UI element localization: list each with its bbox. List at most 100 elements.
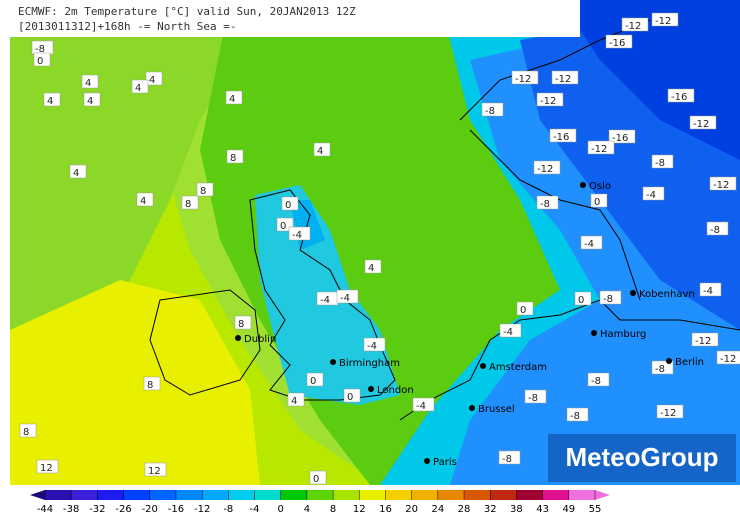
city-dot bbox=[666, 358, 672, 364]
tick-label: -38 bbox=[63, 504, 79, 515]
isotherm-label: -16 bbox=[553, 132, 569, 143]
isotherm-label: 0 bbox=[310, 376, 316, 387]
isotherm-label: 4 bbox=[47, 96, 53, 107]
isotherm-label: 8 bbox=[200, 186, 206, 197]
isotherm-label: 4 bbox=[317, 146, 323, 157]
isotherm-label: -4 bbox=[646, 190, 656, 201]
isotherm-label: -8 bbox=[540, 199, 550, 210]
isotherm-label: -4 bbox=[503, 327, 513, 338]
label-box bbox=[599, 290, 622, 305]
color-swatch bbox=[254, 490, 282, 500]
label-box bbox=[536, 195, 559, 210]
label-box bbox=[651, 12, 679, 27]
color-swatch bbox=[280, 490, 308, 500]
city-label: Oslo bbox=[589, 181, 611, 192]
color-swatch bbox=[228, 490, 256, 500]
tick-label: -20 bbox=[142, 504, 158, 515]
isotherm-label: -12 bbox=[625, 21, 641, 32]
isotherm-label: -12 bbox=[660, 408, 676, 419]
tick-label: -16 bbox=[168, 504, 184, 515]
isotherm-label: 8 bbox=[230, 153, 236, 164]
city-label: Brussel bbox=[478, 404, 515, 415]
tick-label: 4 bbox=[304, 504, 310, 515]
label-box bbox=[43, 92, 61, 107]
label-box bbox=[288, 226, 311, 241]
isotherm-label: -12 bbox=[515, 74, 531, 85]
isotherm-label: -16 bbox=[671, 92, 687, 103]
color-swatch bbox=[175, 490, 203, 500]
isotherm-label: -12 bbox=[720, 354, 736, 365]
label-box bbox=[234, 315, 252, 330]
isotherm-label: 4 bbox=[73, 168, 79, 179]
isotherm-label: 8 bbox=[238, 319, 244, 330]
label-box bbox=[313, 142, 331, 157]
city-dot bbox=[580, 182, 586, 188]
color-swatch bbox=[542, 490, 570, 500]
isotherm-label: -8 bbox=[570, 411, 580, 422]
isotherm-label: 12 bbox=[148, 466, 161, 477]
city-dot bbox=[480, 363, 486, 369]
city-dot bbox=[424, 458, 430, 464]
isotherm-label: 4 bbox=[135, 83, 141, 94]
map-background bbox=[10, 0, 740, 485]
color-swatch bbox=[437, 490, 465, 500]
color-swatch bbox=[45, 490, 72, 500]
color-arrow bbox=[595, 490, 610, 500]
label-box bbox=[689, 115, 717, 130]
tick-label: 32 bbox=[484, 504, 497, 515]
tick-label: 12 bbox=[353, 504, 366, 515]
label-box bbox=[144, 462, 167, 477]
isotherm-label: -4 bbox=[703, 286, 713, 297]
label-box bbox=[69, 164, 87, 179]
tick-label: 28 bbox=[458, 504, 471, 515]
header-line: [2013011312]+168h -= North Sea =- bbox=[18, 20, 237, 33]
isotherm-label: -4 bbox=[584, 239, 594, 250]
color-swatch bbox=[464, 490, 491, 500]
label-box bbox=[19, 423, 37, 438]
label-box bbox=[587, 372, 610, 387]
label-box bbox=[481, 102, 504, 117]
isotherm-label: 0 bbox=[313, 474, 319, 485]
isotherm-label: 8 bbox=[147, 380, 153, 391]
label-box bbox=[143, 376, 161, 391]
color-swatch bbox=[359, 490, 386, 500]
label-box bbox=[549, 128, 577, 143]
isotherm-label: 4 bbox=[85, 78, 91, 89]
label-box bbox=[590, 193, 608, 208]
city-label: London bbox=[377, 385, 414, 396]
isotherm-label: 12 bbox=[40, 463, 53, 474]
city-dot bbox=[469, 405, 475, 411]
color-swatch bbox=[149, 490, 177, 500]
label-box bbox=[605, 34, 633, 49]
tick-label: -12 bbox=[194, 504, 210, 515]
isotherm-label: -8 bbox=[528, 393, 538, 404]
tick-label: -32 bbox=[89, 504, 105, 515]
label-box bbox=[621, 17, 649, 32]
label-box bbox=[131, 79, 149, 94]
label-box bbox=[533, 160, 561, 175]
isotherm-label: 4 bbox=[291, 396, 297, 407]
label-box bbox=[642, 186, 665, 201]
color-swatch bbox=[97, 490, 125, 500]
tick-label: -26 bbox=[115, 504, 131, 515]
cities: Dublin Birmingham London Amsterdam Brussel Pa… bbox=[235, 181, 704, 468]
city-dot bbox=[630, 290, 636, 296]
tick-label: -8 bbox=[223, 504, 233, 515]
isotherm-label: 0 bbox=[37, 56, 43, 67]
tick-label: 55 bbox=[589, 504, 602, 515]
city-label: Amsterdam bbox=[489, 362, 547, 373]
label-box bbox=[524, 389, 547, 404]
isotherm-label: -8 bbox=[710, 225, 720, 236]
label-box bbox=[412, 397, 435, 412]
isotherm-label: -8 bbox=[485, 106, 495, 117]
tick-label: 24 bbox=[431, 504, 444, 515]
label-box bbox=[287, 392, 305, 407]
city-label: Hamburg bbox=[600, 329, 646, 340]
tick-label: 0 bbox=[278, 504, 284, 515]
label-box bbox=[716, 350, 740, 365]
isotherm-label: -12 bbox=[537, 164, 553, 175]
isotherm-label: -8 bbox=[655, 158, 665, 169]
